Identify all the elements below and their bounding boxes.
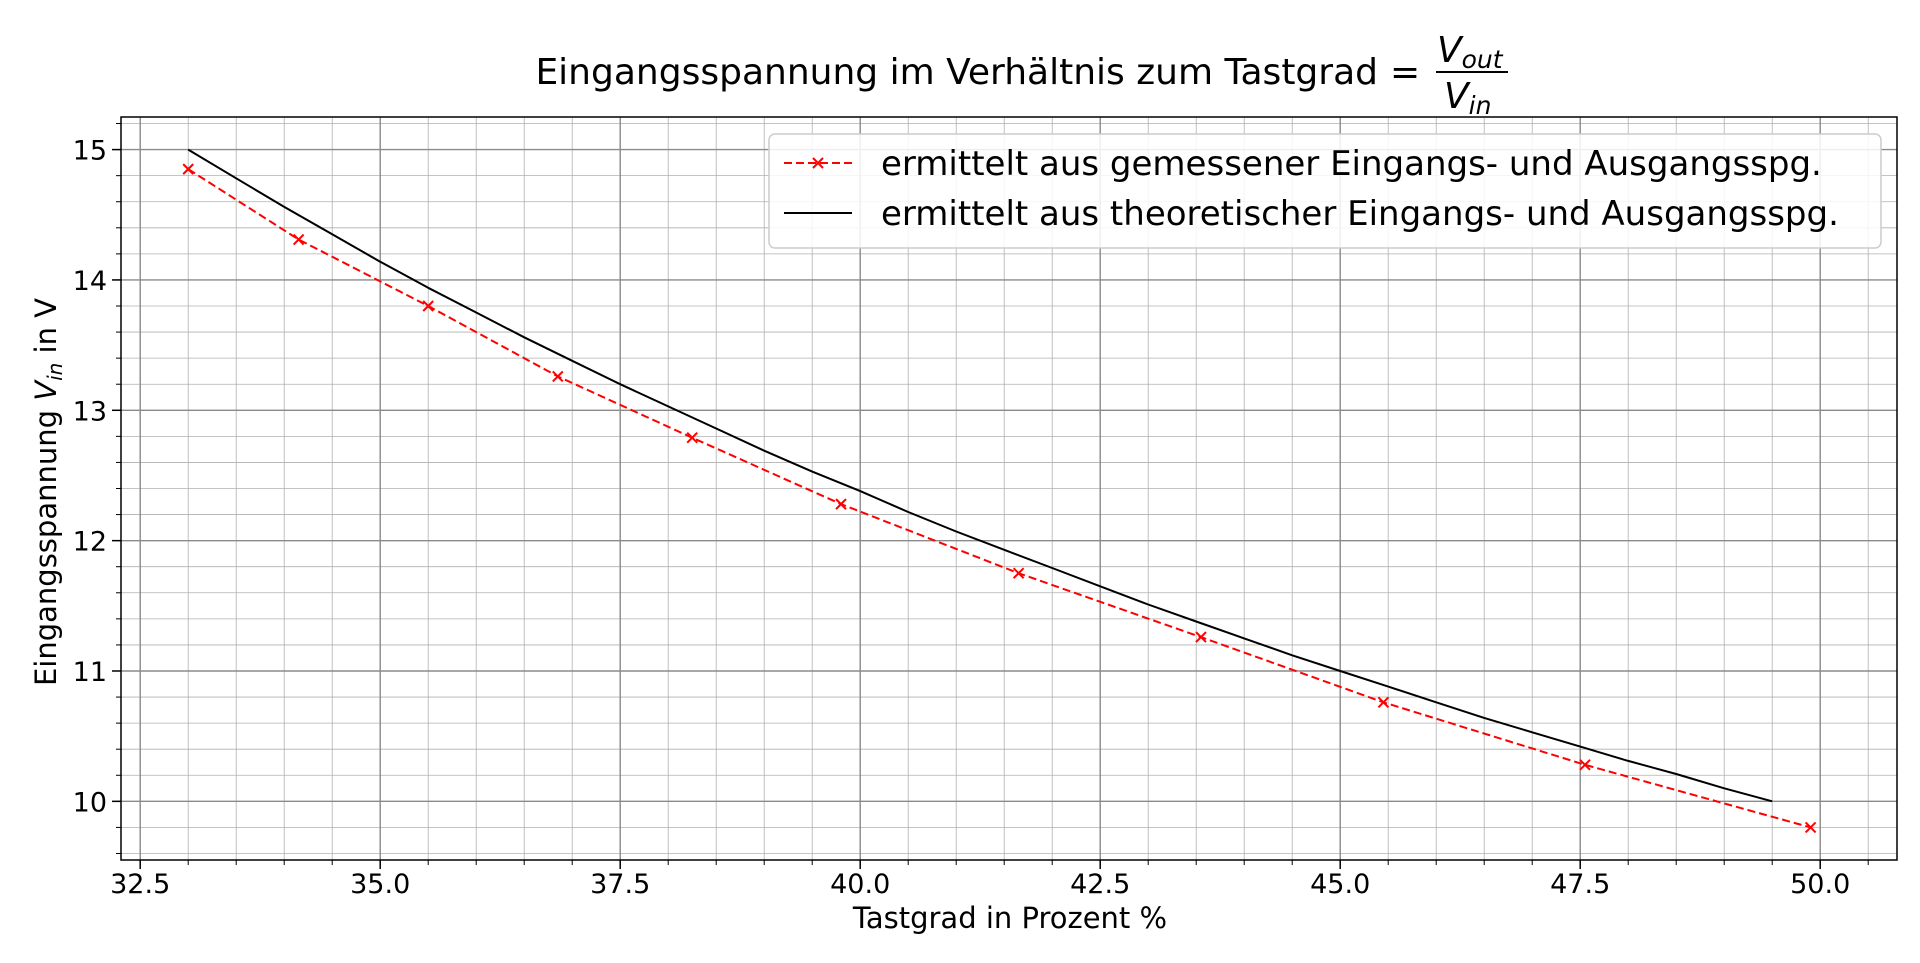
- data-point-measured: [1579, 759, 1591, 771]
- legend-label-theoretical: ermittelt aus theoretischer Eingangs- un…: [881, 194, 1839, 234]
- data-point-measured: [182, 163, 194, 175]
- x-axis-label: Tastgrad in Prozent %: [852, 901, 1167, 935]
- legend-marker-measured: [812, 157, 824, 169]
- series-line-theoretical: [187, 148, 1773, 803]
- x-tick-label: 42.5: [1070, 869, 1130, 900]
- x-tick-label: 50.0: [1790, 869, 1850, 900]
- title-numerator-var: V: [1437, 30, 1464, 71]
- legend-item-measured: ermittelt aus gemessener Eingangs- und A…: [784, 144, 1822, 184]
- y-tick-label: 15: [73, 136, 107, 167]
- legend: ermittelt aus gemessener Eingangs- und A…: [768, 133, 1882, 249]
- chart-title: Eingangsspannung im Verhältnis zum Tastg…: [535, 52, 1378, 93]
- title-formula-equals: =: [1390, 52, 1420, 93]
- x-tick-label: 32.5: [110, 869, 170, 900]
- x-tick-label: 40.0: [830, 869, 890, 900]
- data-point-measured: [1804, 821, 1817, 834]
- title-formula: = Vout Vin: [1390, 30, 1508, 120]
- data-point-measured: [552, 370, 564, 383]
- x-tick-labels: 32.5 35.0 37.5 40.0 42.5 45.0 47.5 50.0: [110, 869, 1850, 900]
- y-tick-label: 12: [73, 527, 107, 558]
- data-point-measured: [835, 498, 847, 510]
- y-axis-label-suffix: in V: [29, 298, 63, 354]
- y-tick-labels: 10 11 12 13 14 15: [73, 136, 107, 819]
- title-formula-denominator: Vin: [1444, 76, 1491, 120]
- y-tick-label: 13: [73, 396, 107, 427]
- x-tick-label: 37.5: [590, 869, 650, 900]
- y-axis-label: Eingangsspannung Vin in V: [29, 298, 67, 686]
- legend-box: [768, 133, 1882, 249]
- data-point-measured: [686, 431, 698, 444]
- data-point-measured: [422, 300, 434, 312]
- legend-label-measured: ermittelt aus gemessener Eingangs- und A…: [881, 144, 1822, 184]
- title-denominator-var: V: [1444, 76, 1471, 117]
- y-axis-label-sub: in: [43, 363, 67, 381]
- y-tick-label: 14: [73, 266, 107, 297]
- y-tick-label: 11: [73, 657, 107, 688]
- x-tick-label: 47.5: [1550, 869, 1610, 900]
- y-axis-label-prefix: Eingangsspannung: [29, 410, 63, 686]
- data-point-measured: [1195, 631, 1207, 643]
- legend-item-theoretical: ermittelt aus theoretischer Eingangs- un…: [784, 194, 1839, 234]
- series-line-measured: [187, 168, 1811, 829]
- title-numerator-sub: out: [1462, 45, 1504, 74]
- y-axis-label-var: V: [29, 379, 63, 401]
- axis-ticks: [112, 123, 1869, 869]
- x-tick-label: 45.0: [1310, 869, 1370, 900]
- data-point-measured: [1377, 696, 1390, 708]
- data-point-measured: [1012, 567, 1025, 579]
- data-point-measured: [292, 233, 305, 246]
- y-tick-label: 10: [73, 787, 107, 818]
- title-formula-numerator: Vout: [1437, 30, 1504, 74]
- x-tick-label: 35.0: [350, 869, 410, 900]
- title-denominator-sub: in: [1469, 91, 1492, 120]
- series-layer: [182, 148, 1817, 834]
